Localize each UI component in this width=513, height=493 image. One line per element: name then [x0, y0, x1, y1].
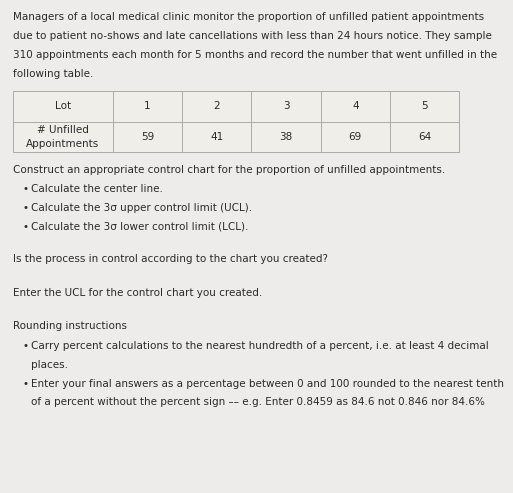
Text: 4: 4 [352, 102, 359, 111]
Text: 41: 41 [210, 132, 223, 142]
Text: 5: 5 [421, 102, 428, 111]
Text: •: • [22, 184, 28, 194]
Text: •: • [22, 222, 28, 232]
Text: Rounding instructions: Rounding instructions [13, 321, 127, 331]
Text: 2: 2 [213, 102, 220, 111]
Text: •: • [22, 203, 28, 213]
Text: Calculate the 3σ lower control limit (LCL).: Calculate the 3σ lower control limit (LC… [31, 222, 248, 232]
Text: 1: 1 [144, 102, 151, 111]
Text: following table.: following table. [13, 69, 93, 78]
Text: Enter your final answers as a percentage between 0 and 100 rounded to the neares: Enter your final answers as a percentage… [31, 379, 504, 388]
Text: 64: 64 [418, 132, 431, 142]
Text: •: • [22, 379, 28, 388]
Text: of a percent without the percent sign –– e.g. Enter 0.8459 as 84.6 not 0.846 nor: of a percent without the percent sign ––… [31, 397, 485, 407]
Text: 3: 3 [283, 102, 289, 111]
Text: # Unfilled
Appointments: # Unfilled Appointments [26, 125, 100, 149]
Text: Managers of a local medical clinic monitor the proportion of unfilled patient ap: Managers of a local medical clinic monit… [13, 12, 484, 22]
Text: Is the process in control according to the chart you created?: Is the process in control according to t… [13, 254, 328, 264]
Text: Calculate the center line.: Calculate the center line. [31, 184, 163, 194]
Text: 38: 38 [280, 132, 292, 142]
Text: Carry percent calculations to the nearest hundredth of a percent, i.e. at least : Carry percent calculations to the neares… [31, 341, 488, 351]
Text: Lot: Lot [55, 102, 71, 111]
Text: 69: 69 [349, 132, 362, 142]
Text: 310 appointments each month for 5 months and record the number that went unfille: 310 appointments each month for 5 months… [13, 50, 497, 60]
Text: Construct an appropriate control chart for the proportion of unfilled appointmen: Construct an appropriate control chart f… [13, 165, 445, 175]
Text: •: • [22, 341, 28, 351]
Text: Calculate the 3σ upper control limit (UCL).: Calculate the 3σ upper control limit (UC… [31, 203, 252, 213]
Text: 59: 59 [141, 132, 154, 142]
Text: places.: places. [31, 360, 68, 370]
Text: due to patient no-shows and late cancellations with less than 24 hours notice. T: due to patient no-shows and late cancell… [13, 31, 491, 41]
Text: Enter the UCL for the control chart you created.: Enter the UCL for the control chart you … [13, 288, 262, 298]
